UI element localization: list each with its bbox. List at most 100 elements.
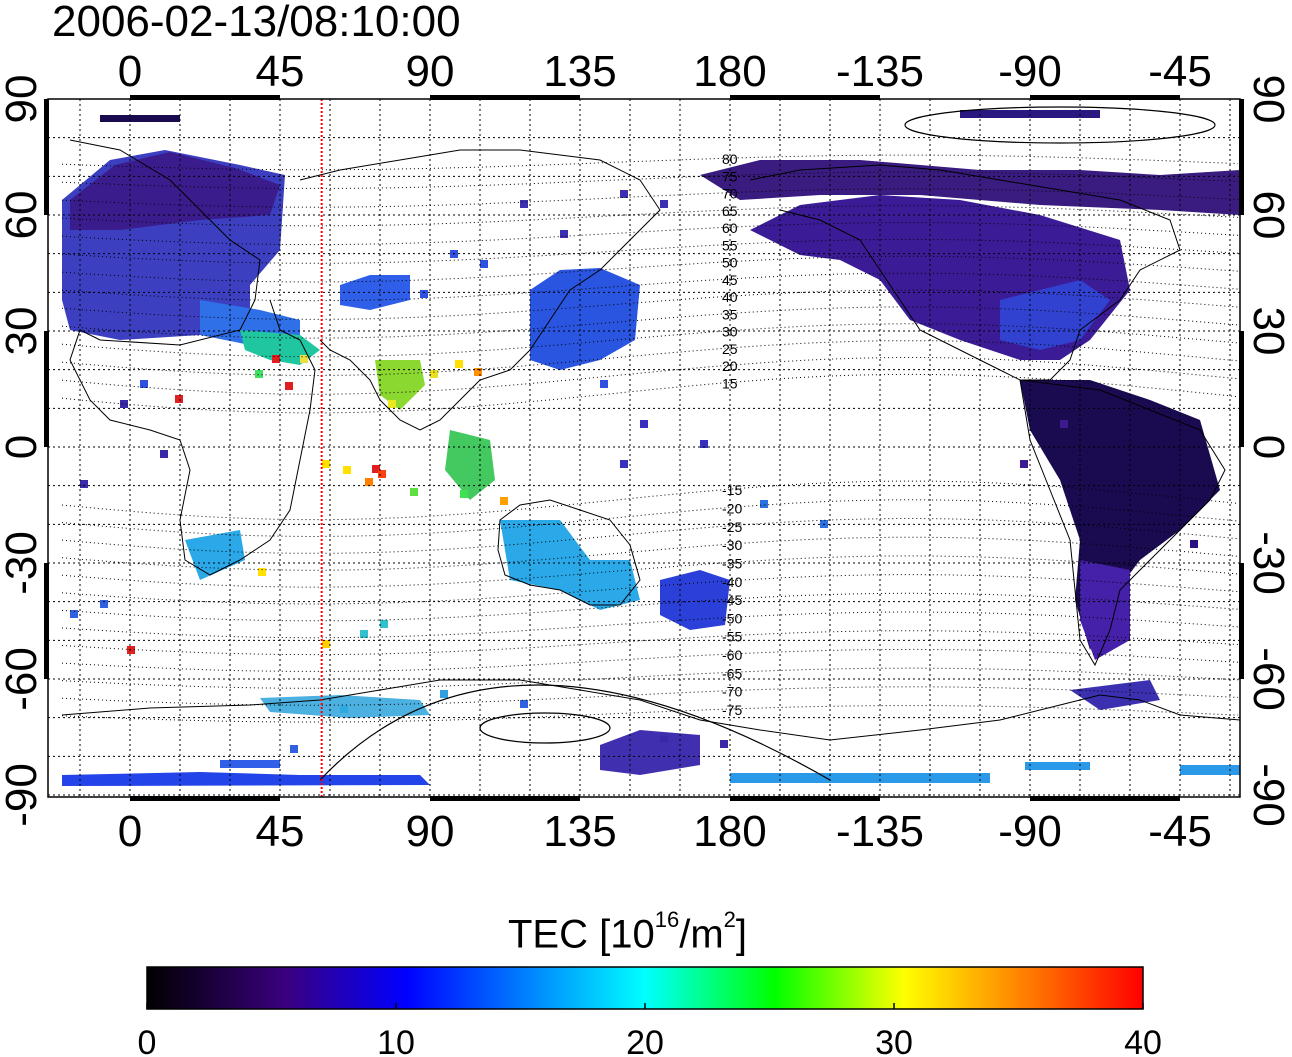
tec-bin (660, 200, 668, 208)
left-lat-tick-label: 30 (0, 307, 46, 356)
bottom-longitude-labels: 0 45 90 135 180 -135 -90 -45 (118, 807, 1212, 856)
tec-patch-antarctic-east (730, 773, 990, 783)
contour-label: -20 (722, 501, 742, 517)
bottom-lon-tick-label: 45 (256, 807, 305, 856)
tec-patch-southern-africa (185, 530, 245, 580)
tec-bin (378, 470, 386, 478)
frame-bar (44, 563, 49, 679)
contour-label: 80 (722, 151, 738, 167)
colorbar-title-unit: /m (679, 912, 724, 957)
right-lat-tick-label: -90 (1244, 763, 1292, 827)
right-latitude-labels: 90 60 30 0 -30 -60 -90 (1244, 75, 1292, 827)
colorbar-tick-label: 0 (138, 1024, 157, 1057)
contour-label: 60 (722, 220, 738, 236)
tec-patch-peninsula (1070, 680, 1160, 710)
coastline-antarctica (61, 679, 1240, 741)
contour-label: 15 (722, 375, 738, 391)
colorbar-title-main: TEC [10 (508, 912, 655, 957)
tec-bin (455, 360, 463, 368)
tec-bin (290, 745, 298, 753)
contour-label: -40 (722, 574, 742, 590)
auroral-oval-south (479, 712, 611, 744)
contour-line (61, 555, 1239, 588)
top-lon-tick-label: 180 (693, 47, 766, 96)
tec-bin (340, 705, 348, 713)
tec-patch-antarctic-ross (600, 730, 700, 775)
top-lon-tick-label: -90 (998, 47, 1062, 96)
tec-bin (120, 400, 128, 408)
contour-line (61, 205, 1239, 227)
contour-line (61, 154, 1239, 171)
frame-bar (1030, 796, 1180, 801)
coastline-asia (299, 149, 661, 431)
tec-bin (520, 200, 528, 208)
tec-bin (300, 355, 308, 363)
tec-bin (640, 420, 648, 428)
tec-patch-greenland-top (100, 115, 180, 122)
contour-line (61, 574, 1239, 605)
contour-line (61, 255, 1239, 283)
contour-line (61, 238, 1239, 264)
contour-line (61, 611, 1239, 639)
frame-bar (1239, 331, 1244, 447)
tec-bin (520, 700, 528, 708)
tec-bin (430, 370, 438, 378)
contour-line (61, 705, 1239, 723)
top-lon-tick-label: 90 (406, 47, 455, 96)
tec-patch-argentina (1080, 560, 1130, 660)
tec-bin (700, 440, 708, 448)
coastline-europe-africa (69, 139, 316, 576)
colorbar-tick-label: 30 (875, 1024, 913, 1057)
tec-bin (360, 630, 368, 638)
contour-label: 45 (722, 272, 738, 288)
bottom-lon-tick-label: 0 (118, 807, 142, 856)
tec-hot-spots (70, 190, 1198, 753)
tec-bin (100, 600, 108, 608)
contour-line (61, 630, 1239, 656)
top-lon-tick-label: 45 (256, 47, 305, 96)
top-lon-tick-label: -135 (836, 47, 924, 96)
contour-label: -50 (722, 610, 742, 626)
frame-bar (130, 95, 280, 100)
auroral-oval-south-outer (319, 684, 831, 781)
top-longitude-labels: 0 45 90 135 180 -135 -90 -45 (118, 47, 1212, 96)
colorbar-tick-label: 20 (626, 1024, 664, 1057)
tec-bin (380, 620, 388, 628)
tec-bin (365, 478, 373, 486)
contour-line (61, 357, 1239, 395)
contour-label: 55 (722, 237, 738, 253)
contour-label: 30 (722, 324, 738, 340)
contour-label: -30 (722, 537, 742, 553)
frame-bar (1030, 95, 1180, 100)
contour-label: -60 (722, 647, 742, 663)
contour-label: -75 (722, 702, 742, 718)
tec-bin (720, 740, 728, 748)
tec-patch-australia (500, 520, 640, 610)
contour-label: -25 (722, 519, 742, 535)
contour-line (61, 222, 1239, 246)
bottom-lon-tick-label: -90 (998, 807, 1062, 856)
right-lat-tick-label: 90 (1244, 75, 1292, 124)
tec-patch-antarctic-edge (1180, 765, 1240, 775)
frame-bar (730, 95, 880, 100)
tec-patch-india (375, 360, 425, 410)
bottom-lon-tick-label: -45 (1148, 807, 1212, 856)
contour-line (61, 272, 1239, 302)
top-lon-tick-label: 0 (118, 47, 142, 96)
colorbar-ticks: 0 10 20 30 40 (138, 1003, 1162, 1057)
contour-line (61, 171, 1239, 189)
contour-line (61, 340, 1239, 377)
frame-bar (44, 99, 49, 215)
map-frame-checker (44, 95, 1244, 801)
contour-label: 70 (722, 186, 738, 202)
tec-bin (80, 480, 88, 488)
colorbar-title-unit-exponent: 2 (723, 907, 736, 932)
tec-bin (560, 230, 568, 238)
contour-line (61, 648, 1239, 672)
tec-bin (1060, 420, 1068, 428)
frame-bar (44, 331, 49, 447)
tec-patch-se-asia (445, 430, 495, 500)
frame-bar (430, 796, 580, 801)
